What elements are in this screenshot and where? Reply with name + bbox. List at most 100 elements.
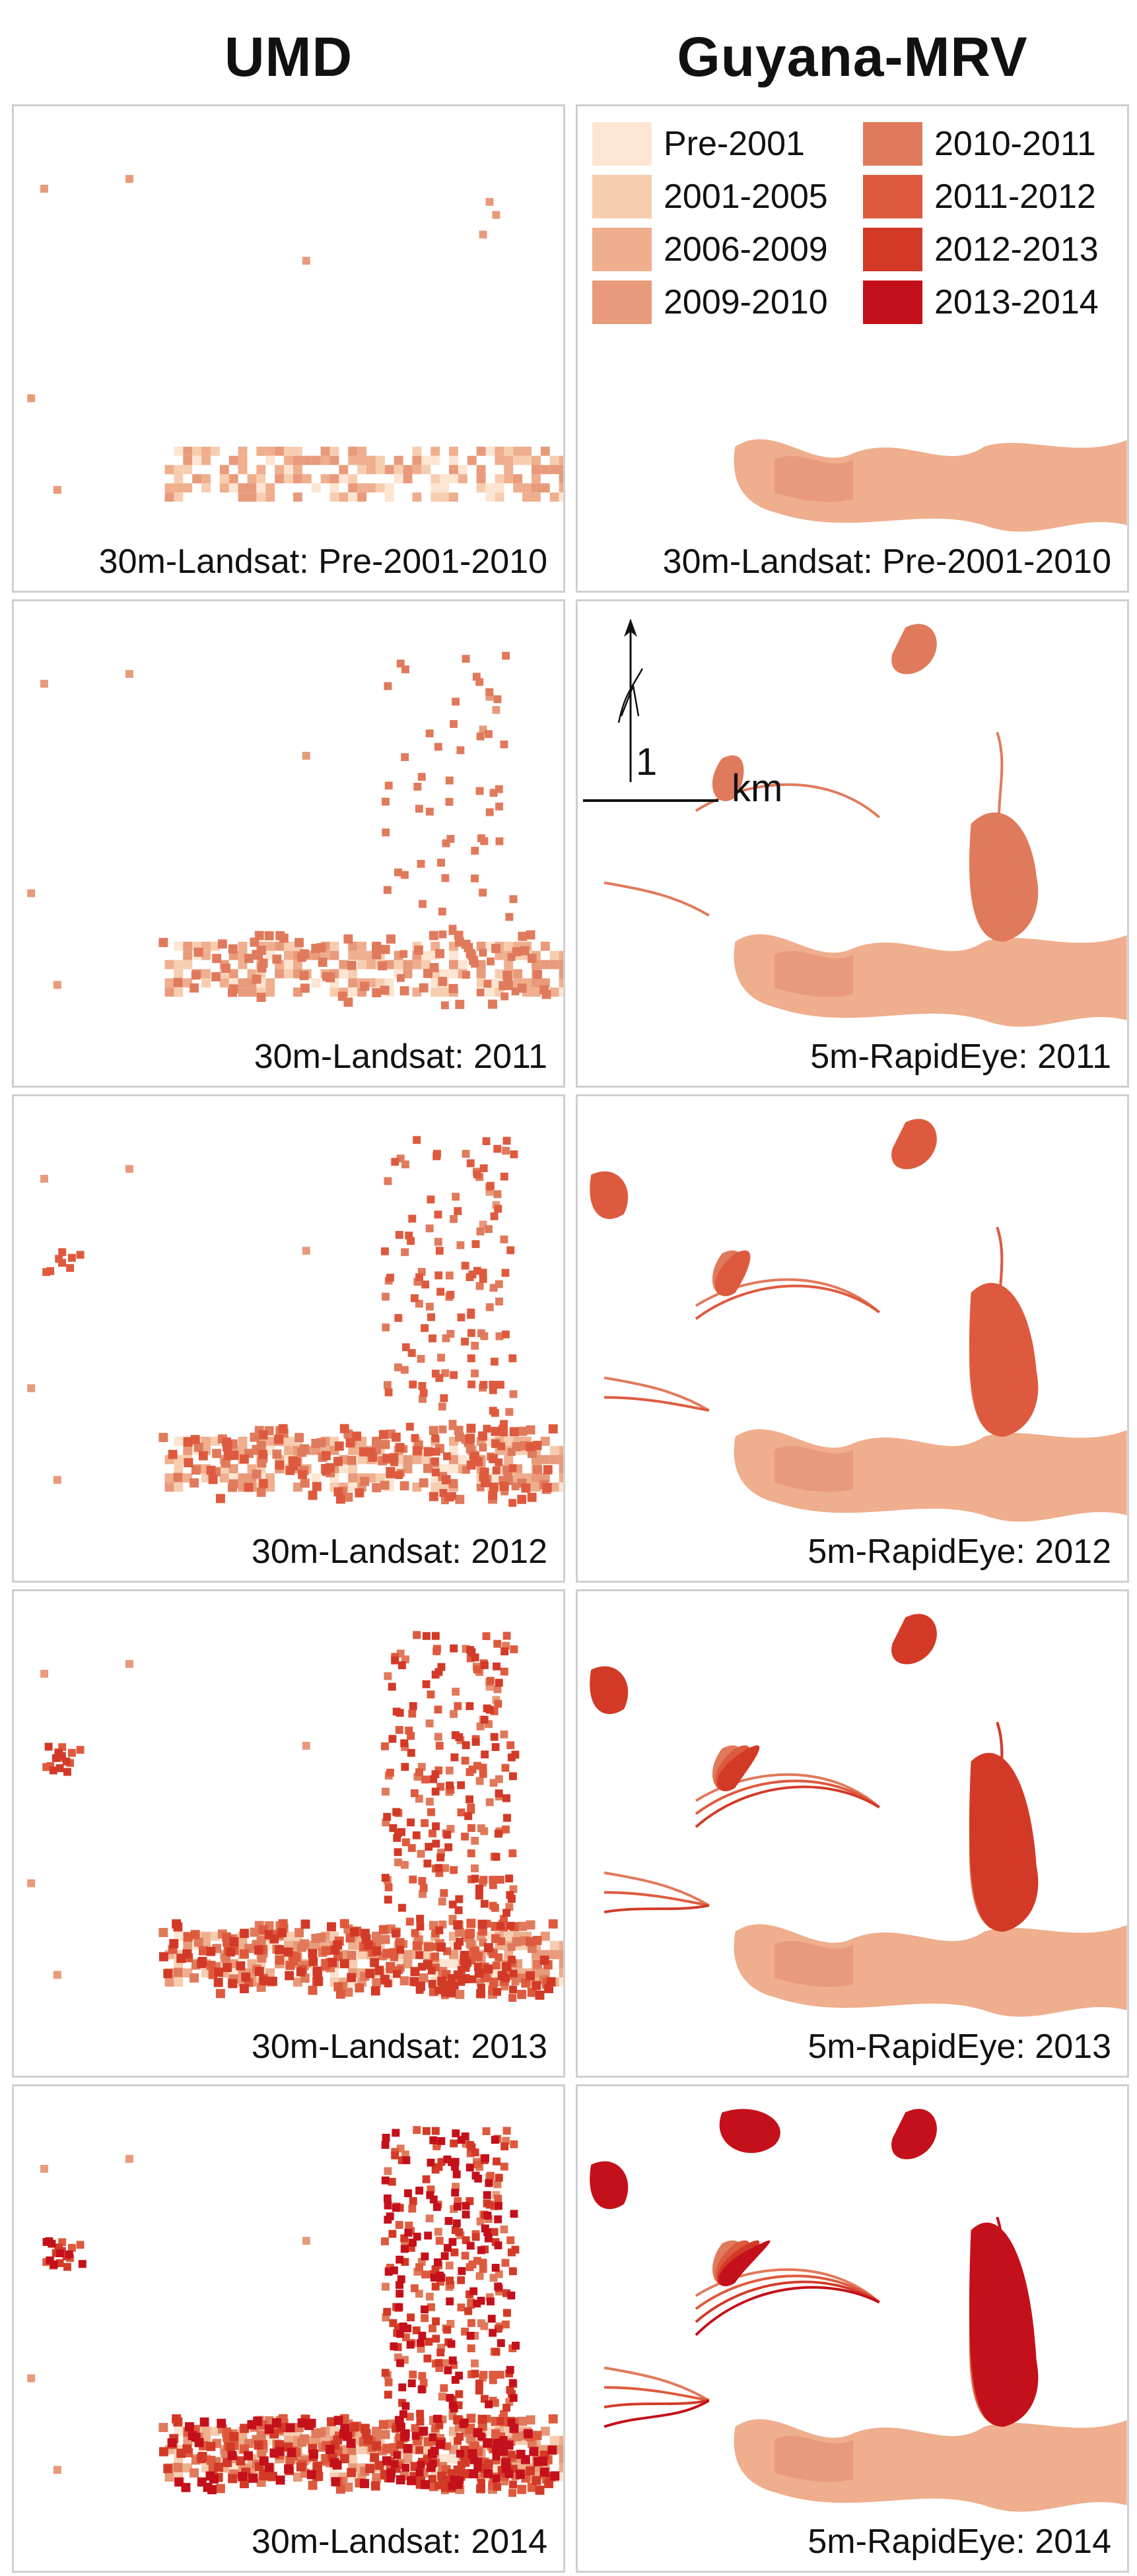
deforestation-pixel <box>375 1473 385 1483</box>
deforestation-pixel <box>425 1843 433 1851</box>
deforestation-pixel <box>401 1763 409 1771</box>
deforestation-pixel <box>228 2474 238 2484</box>
deforestation-pixel <box>500 1982 509 1991</box>
deforestation-pixel <box>333 1487 343 1497</box>
deforestation-pixel <box>510 2210 518 2218</box>
deforestation-pixel <box>446 2394 454 2402</box>
deforestation-pixel <box>437 2471 447 2481</box>
deforestation-pixel <box>278 1919 288 1929</box>
deforestation-pixel <box>479 1381 488 1389</box>
deforestation-pixel <box>549 950 559 960</box>
deforestation-pixel <box>475 1282 484 1290</box>
deforestation-pixel <box>53 1476 61 1484</box>
deforestation-pixel <box>449 2445 458 2455</box>
deforestation-pixel <box>531 455 541 465</box>
deforestation-pixel <box>300 983 310 993</box>
deforestation-pixel <box>419 1389 428 1397</box>
deforestation-pixel <box>489 1881 497 1890</box>
deforestation-pixel <box>434 2228 442 2236</box>
deforestation-pixel <box>549 492 559 502</box>
deforestation-pixel <box>216 1494 225 1503</box>
deforestation-pixel <box>227 2451 237 2460</box>
deforestation-pixel <box>436 1783 445 1791</box>
deforestation-pixel <box>401 2333 410 2342</box>
deforestation-pixel <box>228 969 238 979</box>
deforestation-pixel <box>164 987 174 997</box>
deforestation-pixel <box>490 2202 499 2210</box>
deforestation-pixel <box>485 692 494 701</box>
deforestation-pixel <box>403 2324 412 2332</box>
deforestation-polygon <box>717 1745 760 1791</box>
deforestation-pixel <box>446 1781 454 1790</box>
deforestation-pixel <box>505 913 514 921</box>
deforestation-pixel <box>125 1660 133 1668</box>
deforestation-pixel <box>302 2237 310 2245</box>
deforestation-pixel <box>382 1323 390 1332</box>
deforestation-pixel <box>507 2248 516 2257</box>
deforestation-pixel <box>465 1434 475 1444</box>
deforestation-pixel <box>190 1930 200 1940</box>
deforestation-pixel <box>248 2473 258 2483</box>
deforestation-pixel <box>391 1656 399 1665</box>
deforestation-pixel <box>158 1952 168 1962</box>
deforestation-pixel <box>398 1903 406 1912</box>
deforestation-pixel <box>532 2431 542 2441</box>
mrv-map-panel-2014: 5m-RapidEye: 2014 <box>576 2084 1129 2573</box>
deforestation-pixel <box>429 2433 437 2441</box>
umd-map-pre2001-2010 <box>27 175 563 502</box>
deforestation-pixel <box>49 1766 57 1775</box>
deforestation-pixel <box>256 446 266 456</box>
deforestation-pixel <box>476 978 486 988</box>
deforestation-pixel <box>461 1337 469 1346</box>
deforestation-pixel <box>400 1366 409 1374</box>
deforestation-pixel <box>423 968 432 978</box>
deforestation-pixel <box>502 651 510 660</box>
deforestation-pixel <box>465 2197 474 2205</box>
deforestation-pixel <box>460 2469 470 2478</box>
deforestation-pixel <box>466 2241 475 2250</box>
deforestation-pixel <box>513 446 523 456</box>
deforestation-pixel <box>491 944 500 953</box>
deforestation-pixel <box>476 474 486 484</box>
deforestation-pixel <box>464 2307 473 2315</box>
deforestation-pixel <box>435 1868 444 1877</box>
deforestation-pixel <box>390 2460 399 2468</box>
deforestation-pixel <box>493 1190 502 1199</box>
deforestation-pixel <box>193 1937 203 1947</box>
deforestation-pixel <box>532 1981 541 1991</box>
deforestation-pixel <box>293 1482 302 1492</box>
deforestation-pixel <box>27 1384 36 1393</box>
deforestation-pixel <box>486 1181 495 1190</box>
deforestation-polygon <box>774 2435 853 2482</box>
deforestation-pixel <box>265 492 275 502</box>
deforestation-pixel <box>465 2263 474 2271</box>
deforestation-pixel <box>401 2402 410 2410</box>
deforestation-pixel <box>348 987 358 997</box>
deforestation-pixel <box>405 1917 414 1926</box>
deforestation-pixel <box>421 2305 429 2313</box>
deforestation-pixel <box>398 2383 407 2392</box>
deforestation-pixel <box>526 1441 535 1451</box>
deforestation-pixel <box>258 1449 267 1459</box>
deforestation-pixel <box>507 2292 516 2299</box>
deforestation-pixel <box>333 1982 343 1992</box>
deforestation-pixel <box>489 1977 499 1987</box>
deforestation-pixel <box>506 1921 515 1930</box>
deforestation-pixel <box>254 931 264 941</box>
deforestation-pixel <box>492 2348 500 2356</box>
deforestation-pixel <box>431 1370 440 1378</box>
deforestation-pixel <box>496 1876 504 1884</box>
deforestation-pixel <box>417 2460 425 2469</box>
deforestation-pixel <box>256 492 266 502</box>
deforestation-polygon <box>891 624 937 675</box>
deforestation-polygon <box>603 2399 710 2408</box>
deforestation-pixel <box>403 2443 413 2453</box>
deforestation-pixel <box>247 474 257 484</box>
deforestation-pixel <box>329 941 339 951</box>
deforestation-pixel <box>271 2418 281 2427</box>
deforestation-pixel <box>504 474 514 484</box>
deforestation-pixel <box>476 483 486 493</box>
deforestation-pixel <box>389 2319 397 2327</box>
deforestation-pixel <box>413 1446 423 1456</box>
deforestation-pixel <box>494 2241 502 2250</box>
